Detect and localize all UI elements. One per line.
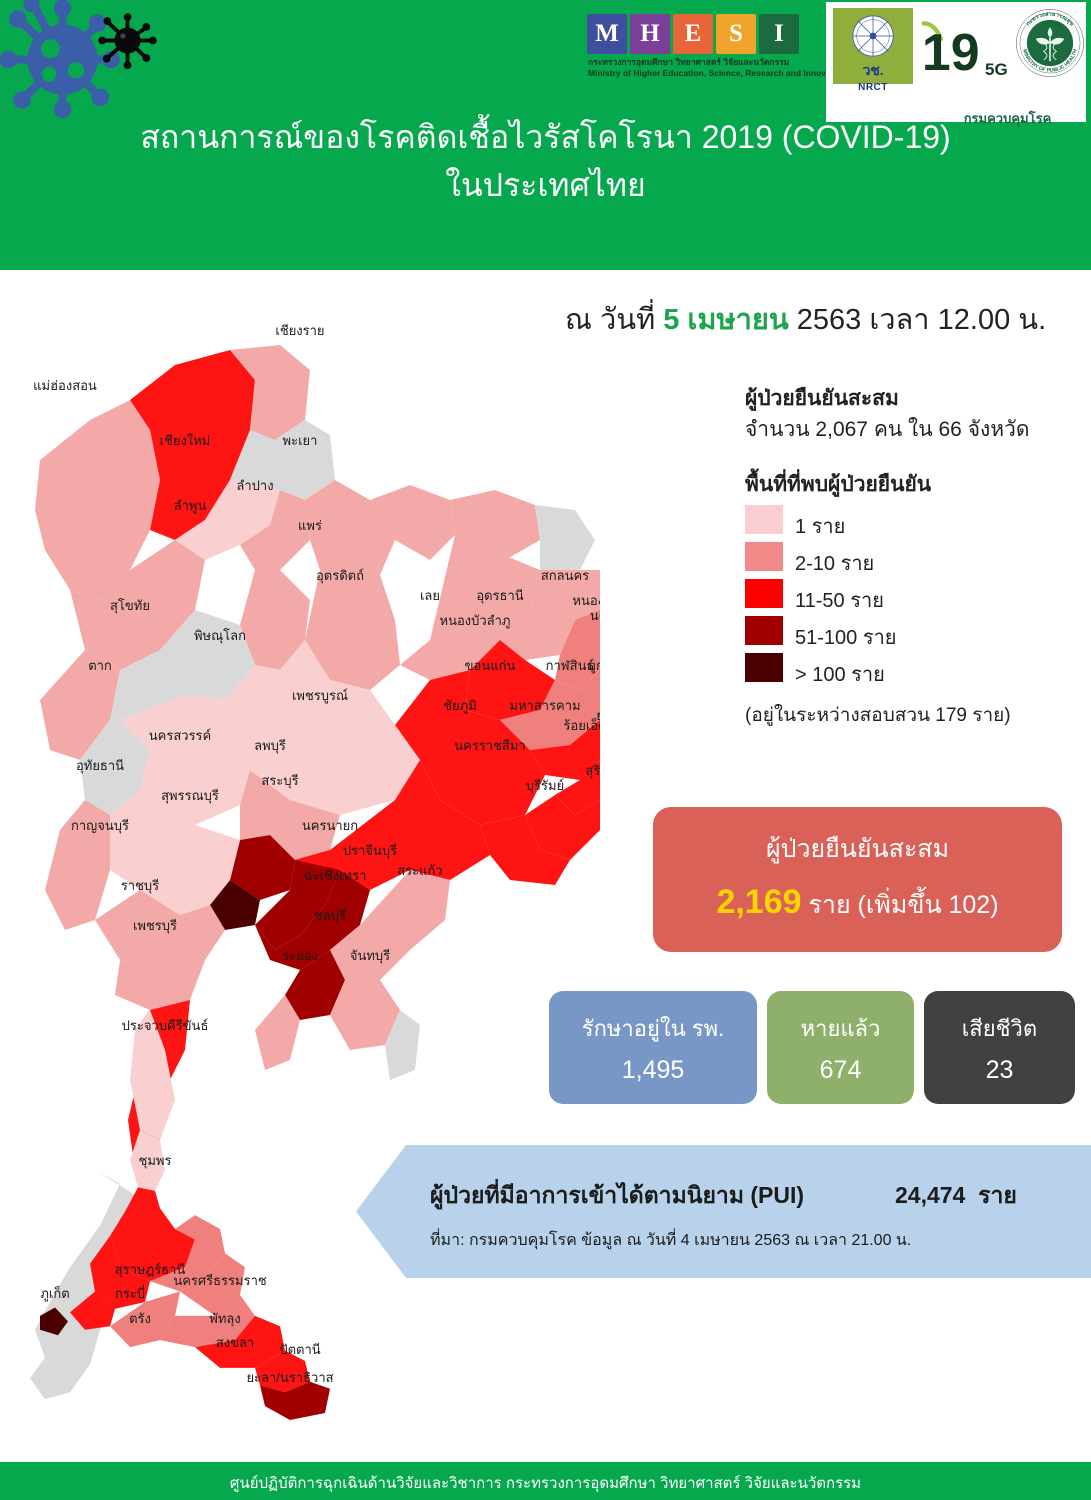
svg-text:ชัยภูมิ: ชัยภูมิ: [443, 698, 477, 714]
svg-text:ราชบุรี: ราชบุรี: [121, 878, 159, 894]
svg-text:นครศรีธรรมราช: นครศรีธรรมราช: [173, 1273, 267, 1288]
svg-text:แม่ฮ่องสอน: แม่ฮ่องสอน: [33, 378, 97, 393]
svg-text:ตรัง: ตรัง: [129, 1311, 151, 1326]
svg-text:ตาก: ตาก: [88, 658, 112, 673]
svg-text:เพชรบุรี: เพชรบุรี: [133, 918, 177, 934]
svg-text:ฉะเชิงเทรา: ฉะเชิงเทรา: [304, 868, 367, 883]
svg-text:หนองบัวลำภู: หนองบัวลำภู: [440, 613, 511, 629]
svg-text:พะเยา: พะเยา: [283, 433, 318, 448]
svg-text:เพชรบูรณ์: เพชรบูรณ์: [292, 688, 348, 704]
svg-text:พัทลุง: พัทลุง: [209, 1311, 240, 1327]
svg-text:เชียงใหม่: เชียงใหม่: [160, 433, 211, 448]
svg-text:หนองคาย: หนองคาย: [572, 593, 600, 608]
svg-text:นครราชสีมา: นครราชสีมา: [454, 738, 525, 753]
svg-text:ลพบุรี: ลพบุรี: [254, 738, 286, 754]
svg-text:แพร่: แพร่: [298, 518, 322, 533]
svg-text:ลำพูน: ลำพูน: [174, 498, 207, 514]
svg-text:สกลนคร: สกลนคร: [541, 568, 589, 583]
svg-text:สระแก้ว: สระแก้ว: [397, 863, 442, 878]
svg-text:สุพรรณบุรี: สุพรรณบุรี: [161, 788, 219, 804]
svg-text:บุรีรัมย์: บุรีรัมย์: [526, 778, 564, 794]
svg-text:ชลบุรี: ชลบุรี: [314, 908, 346, 924]
svg-text:มหาสารคาม: มหาสารคาม: [509, 698, 580, 713]
svg-text:กาญจนบุรี: กาญจนบุรี: [71, 818, 129, 834]
svg-text:สุรินทร์: สุรินทร์: [585, 763, 600, 779]
svg-text:อุดรธานี: อุดรธานี: [476, 588, 523, 604]
svg-text:อุตรดิตถ์: อุตรดิตถ์: [316, 568, 364, 584]
svg-text:มุกดาหาร: มุกดาหาร: [587, 658, 600, 674]
svg-text:สุโขทัย: สุโขทัย: [110, 598, 150, 614]
svg-text:เชียงราย: เชียงราย: [275, 323, 324, 338]
svg-text:ชุมพร: ชุมพร: [139, 1153, 172, 1169]
svg-text:ปัตตานี: ปัตตานี: [279, 1342, 320, 1357]
svg-text:จันทบุรี: จันทบุรี: [350, 948, 390, 964]
svg-text:ประจวบคีรีขันธ์: ประจวบคีรีขันธ์: [122, 1018, 209, 1033]
svg-text:ภูเก็ต: ภูเก็ต: [40, 1284, 69, 1302]
svg-text:ลำปาง: ลำปาง: [236, 478, 273, 493]
svg-text:กระบี่: กระบี่: [115, 1285, 145, 1301]
svg-text:พิษณุโลก: พิษณุโลก: [194, 628, 246, 644]
svg-text:ระยอง: ระยอง: [282, 948, 318, 963]
svg-text:สระบุรี: สระบุรี: [261, 773, 298, 789]
svg-text:ขอนแก่น: ขอนแก่น: [465, 658, 516, 673]
svg-text:สงขลา: สงขลา: [216, 1335, 254, 1350]
svg-text:ยโสธร: ยโสธร: [596, 708, 600, 723]
svg-text:เลย: เลย: [420, 588, 440, 603]
svg-text:ยะลา/นราธิวาส: ยะลา/นราธิวาส: [246, 1370, 333, 1385]
svg-text:อุทัยธานี: อุทัยธานี: [76, 758, 124, 774]
svg-text:19: 19: [922, 23, 980, 81]
svg-text:ร้อยเอ็ด: ร้อยเอ็ด: [563, 716, 600, 733]
svg-text:นครพนม: นครพนม: [590, 608, 600, 623]
svg-text:นครสวรรค์: นครสวรรค์: [149, 728, 211, 743]
svg-text:นครนายก: นครนายก: [302, 818, 358, 833]
svg-text:ปราจีนบุรี: ปราจีนบุรี: [343, 843, 397, 859]
